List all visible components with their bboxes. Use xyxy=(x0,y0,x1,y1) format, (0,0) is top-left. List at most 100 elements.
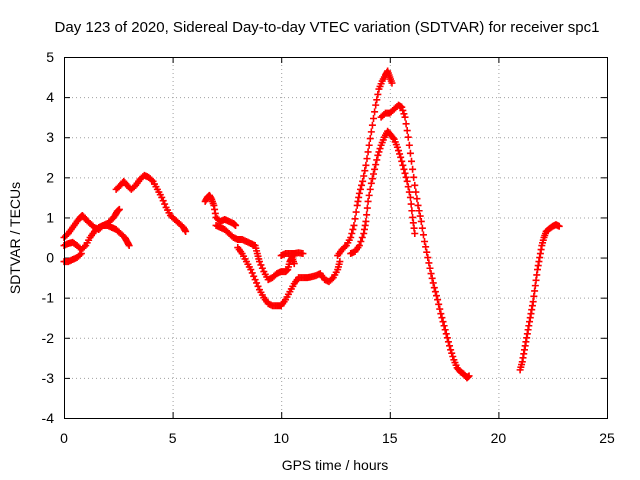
data-point xyxy=(434,296,442,304)
data-point xyxy=(417,217,425,225)
data-point xyxy=(446,342,454,350)
data-point xyxy=(368,175,376,183)
data-point xyxy=(429,279,437,287)
data-point xyxy=(399,161,407,169)
data-point xyxy=(76,251,84,259)
data-point xyxy=(356,185,364,193)
y-tick-label: 0 xyxy=(46,250,54,266)
data-point xyxy=(411,181,419,189)
tick-labels: 0 5 10 15 20 25 -4 -3 -2 -1 0 1 2 3 4 5 xyxy=(42,49,615,446)
data-point xyxy=(258,264,266,272)
y-tick-label: -1 xyxy=(42,290,55,306)
data-point xyxy=(400,165,408,173)
data-point xyxy=(374,90,382,98)
data-point xyxy=(394,147,402,155)
chart-title: Day 123 of 2020, Sidereal Day-to-day VTE… xyxy=(55,19,600,36)
data-point xyxy=(403,127,411,135)
data-point xyxy=(358,234,366,241)
data-point xyxy=(350,221,358,229)
data-point xyxy=(254,282,262,290)
data-point xyxy=(444,338,452,346)
data-point xyxy=(435,300,443,308)
data-point xyxy=(159,197,167,205)
data-point xyxy=(402,173,410,181)
data-point xyxy=(80,243,88,251)
data-point xyxy=(371,165,379,173)
data-point xyxy=(423,248,431,256)
data-point xyxy=(77,250,85,258)
data-point xyxy=(362,161,370,169)
data-point xyxy=(393,143,401,151)
data-point xyxy=(402,120,410,128)
data-point xyxy=(364,197,372,205)
data-point xyxy=(161,200,169,208)
data-point xyxy=(415,207,423,215)
data-point xyxy=(351,215,359,223)
data-point xyxy=(465,372,473,380)
data-point xyxy=(328,275,336,283)
data-point xyxy=(441,326,449,334)
data-point xyxy=(431,288,439,296)
x-tick-label: 20 xyxy=(491,430,507,446)
data-point xyxy=(367,128,375,136)
data-point xyxy=(439,318,447,326)
data-point xyxy=(404,183,412,191)
data-point xyxy=(401,113,409,121)
data-point xyxy=(361,167,369,175)
data-point xyxy=(158,193,166,201)
y-tick-label: 1 xyxy=(46,209,54,225)
data-point xyxy=(414,201,422,209)
data-point xyxy=(358,181,366,189)
data-point xyxy=(370,115,378,123)
data-point xyxy=(428,274,436,282)
data-point xyxy=(299,250,307,258)
data-point xyxy=(355,189,363,197)
data-point xyxy=(440,322,448,330)
data-point xyxy=(363,155,371,163)
data-point xyxy=(436,305,444,313)
data-point xyxy=(448,349,456,357)
data-point xyxy=(425,259,433,267)
data-point xyxy=(405,188,413,196)
data-point xyxy=(290,260,298,268)
data-point xyxy=(348,229,356,237)
axis-ticks xyxy=(64,57,608,419)
data-point xyxy=(407,200,415,208)
data-point xyxy=(232,221,240,229)
data-point xyxy=(372,161,380,169)
data-point xyxy=(257,261,265,269)
data-point xyxy=(248,269,256,277)
data-point xyxy=(411,229,419,237)
data-point xyxy=(399,106,407,114)
data-point xyxy=(403,177,411,185)
data-point xyxy=(408,157,416,165)
data-point xyxy=(247,266,255,274)
data-point xyxy=(406,193,414,201)
y-tick-label: 4 xyxy=(46,89,54,105)
data-point xyxy=(375,148,383,156)
data-point xyxy=(372,101,380,109)
data-point xyxy=(388,79,396,87)
data-point xyxy=(424,254,432,262)
data-point xyxy=(398,103,406,111)
data-point xyxy=(363,211,371,219)
x-tick-label: 5 xyxy=(169,430,177,446)
data-point xyxy=(416,212,424,220)
y-tick-label: 3 xyxy=(46,129,54,145)
data-point xyxy=(347,234,355,241)
data-point xyxy=(422,243,430,251)
data-point xyxy=(396,150,404,158)
data-point xyxy=(373,156,381,164)
data-point xyxy=(430,284,438,292)
data-point xyxy=(364,148,372,156)
data-point xyxy=(373,96,381,104)
x-tick-label: 25 xyxy=(599,430,615,446)
data-point xyxy=(360,172,368,180)
y-tick-label: 5 xyxy=(46,49,54,65)
data-point xyxy=(438,314,446,322)
data-point xyxy=(406,149,414,157)
data-point xyxy=(182,227,190,235)
data-point xyxy=(251,276,259,284)
data-point xyxy=(371,108,379,116)
